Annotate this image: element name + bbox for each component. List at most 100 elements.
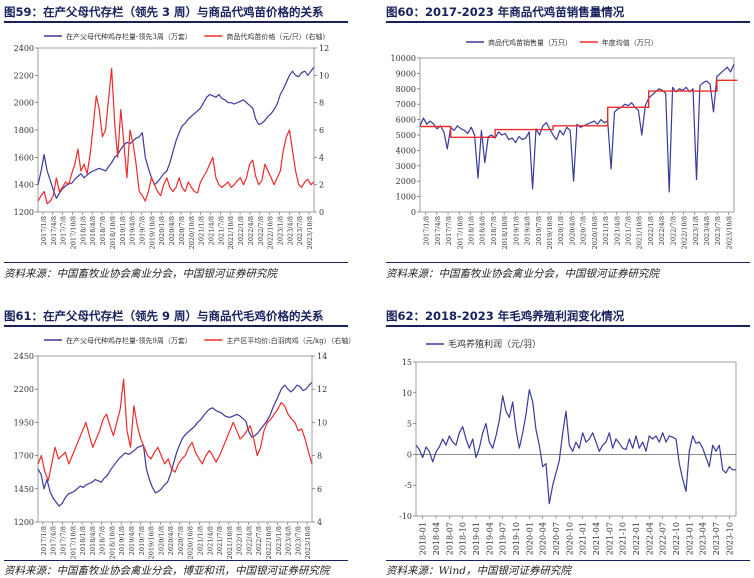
x-tick-label: 2021/4/8 (613, 216, 621, 245)
source-rule (386, 560, 750, 561)
y-left-tick-label: 2400 (14, 44, 34, 53)
x-tick-label: 2022/1/8 (236, 526, 244, 555)
y-left-tick-label: 6000 (396, 116, 416, 125)
y-left-tick-label: 1700 (14, 452, 34, 461)
y-left-tick-label: 0 (411, 208, 416, 217)
x-tick-label: 2018/10/8 (501, 216, 509, 249)
x-tick-label: 2023/10/8 (304, 526, 312, 559)
x-tick-label: 2023/10/8 (725, 216, 733, 249)
plot-frame (419, 57, 735, 213)
x-tick-label: 2019/4/8 (128, 526, 136, 555)
x-tick-label: 2018-01 (419, 522, 428, 555)
x-tick-label: 2019-10 (512, 522, 521, 555)
x-tick-label: 2023-04 (699, 522, 708, 555)
x-tick-label: 2018/7/8 (490, 216, 498, 245)
x-tick-label: 2021/10/8 (636, 216, 644, 249)
x-tick-label: 2021/10/8 (227, 216, 235, 249)
y-left-tick-label: 1800 (14, 126, 34, 135)
x-tick-label: 2018/10/8 (109, 216, 117, 249)
x-tick-label: 2023-10 (725, 522, 734, 555)
x-tick-label: 2017/1/8 (40, 216, 48, 245)
y-right-tick-label: 0 (319, 208, 324, 217)
y-left-tick-label: 2000 (396, 177, 416, 186)
x-tick-label: 2023/1/8 (692, 216, 700, 245)
panel-title: 图59：在产父母代存栏（领先 3 周）与商品代鸡苗价格的关系 (4, 5, 324, 19)
x-tick-label: 2020-07 (552, 522, 561, 555)
x-tick-label: 2022/7/8 (255, 526, 263, 555)
x-tick-label: 2019/1/8 (512, 216, 520, 245)
x-tick-label: 2020/1/8 (157, 526, 165, 555)
x-tick-label: 2022/7/8 (669, 216, 677, 245)
x-tick-label: 2021/10/8 (226, 526, 234, 559)
x-tick-label: 2022/10/8 (681, 216, 689, 249)
y-left-tick-label: 4000 (396, 146, 416, 155)
x-tick-label: 2018/1/8 (79, 526, 87, 555)
x-tick-label: 2023/1/8 (275, 526, 283, 555)
x-tick-label: 2021/4/8 (206, 526, 214, 555)
y-left-tick-label: -5 (404, 481, 412, 490)
y-left-tick-label: 1200 (14, 208, 34, 217)
x-tick-label: 2018/10/8 (108, 526, 116, 559)
y-right-tick-label: 12 (319, 44, 329, 53)
x-tick-label: 2018-10 (459, 522, 468, 555)
x-tick-label: 2017/10/8 (69, 526, 77, 559)
x-tick-label: 2020/1/8 (557, 216, 565, 245)
panel-title: 图62：2018-2023 年毛鸡养殖利润变化情况 (386, 309, 625, 323)
x-tick-label: 2018/7/8 (99, 526, 107, 555)
x-tick-label: 2019-04 (485, 522, 494, 555)
x-tick-label: 2022/10/8 (267, 216, 275, 249)
x-tick-label: 2017/7/8 (60, 216, 68, 245)
y-left-tick-label: 5000 (396, 131, 416, 140)
y-left-tick-label: 2200 (14, 71, 34, 80)
y-right-tick-label: 4 (317, 518, 322, 527)
x-tick-label: 2021/1/8 (198, 216, 206, 245)
x-tick-label: 2022/1/8 (237, 216, 245, 245)
x-tick-label: 2018/7/8 (99, 216, 107, 245)
x-tick-label: 2022/4/8 (658, 216, 666, 245)
x-tick-label: 2023-07 (712, 522, 721, 555)
x-tick-label: 2019/7/8 (535, 216, 543, 245)
x-tick-label: 2019/10/8 (148, 526, 156, 559)
y-left-tick-label: 15 (402, 358, 412, 367)
series-line-0 (415, 389, 736, 505)
series-line-0 (419, 63, 735, 193)
x-tick-label: 2017/1/8 (423, 216, 431, 245)
x-tick-label: 2021/7/8 (624, 216, 632, 245)
panel-title: 图61：在产父母代存栏（领先 9 周）与商品代毛鸡价格的关系 (4, 309, 324, 323)
x-tick-label: 2018-04 (432, 522, 441, 555)
x-tick-label: 2019/4/8 (129, 216, 137, 245)
title-rule (4, 21, 348, 23)
x-tick-label: 2020/10/8 (187, 526, 195, 559)
x-tick-label: 2022/4/8 (247, 216, 255, 245)
x-tick-label: 2019-01 (472, 522, 481, 555)
y-left-tick-label: 1000 (396, 193, 416, 202)
legend-label: 商品代鸡苗销售量（万只） (488, 38, 572, 47)
series-line-0 (37, 66, 315, 199)
x-tick-label: 2023/10/8 (306, 216, 314, 249)
y-right-tick-label: 4 (319, 153, 324, 162)
x-tick-label: 2023/7/8 (294, 526, 302, 555)
y-right-tick-label: 10 (319, 71, 329, 80)
y-left-tick-label: 3000 (396, 162, 416, 171)
source-rule (4, 560, 348, 561)
y-right-tick-label: 8 (319, 99, 324, 108)
title-rule (386, 21, 750, 23)
series-line-0 (37, 382, 313, 507)
y-right-tick-label: 10 (317, 418, 327, 427)
x-tick-label: 2020/7/8 (177, 526, 185, 555)
x-tick-label: 2019/10/8 (148, 216, 156, 249)
y-right-tick-label: 14 (317, 352, 327, 361)
x-tick-label: 2020/4/8 (168, 216, 176, 245)
y-left-tick-label: 10 (402, 389, 412, 398)
panel-title: 图60：2017-2023 年商品代鸡苗销售量情况 (386, 5, 625, 19)
y-left-tick-label: 0 (407, 450, 412, 459)
x-tick-label: 2021/7/8 (216, 526, 224, 555)
y-right-tick-label: 2 (319, 181, 324, 190)
x-tick-label: 2020-01 (525, 522, 534, 555)
x-tick-label: 2020/10/8 (591, 216, 599, 249)
x-tick-label: 2017/7/8 (59, 526, 67, 555)
panel-fig60: 图60：2017-2023 年商品代鸡苗销售量情况 0 1000 2000 3000 4… (386, 4, 750, 284)
y-left-tick-label: 9000 (396, 69, 416, 78)
source-note: 资料来源：中国畜牧业协会禽业分会，博亚和讯，中国银河证券研究院 (4, 565, 330, 577)
x-tick-label: 2017/4/8 (434, 216, 442, 245)
